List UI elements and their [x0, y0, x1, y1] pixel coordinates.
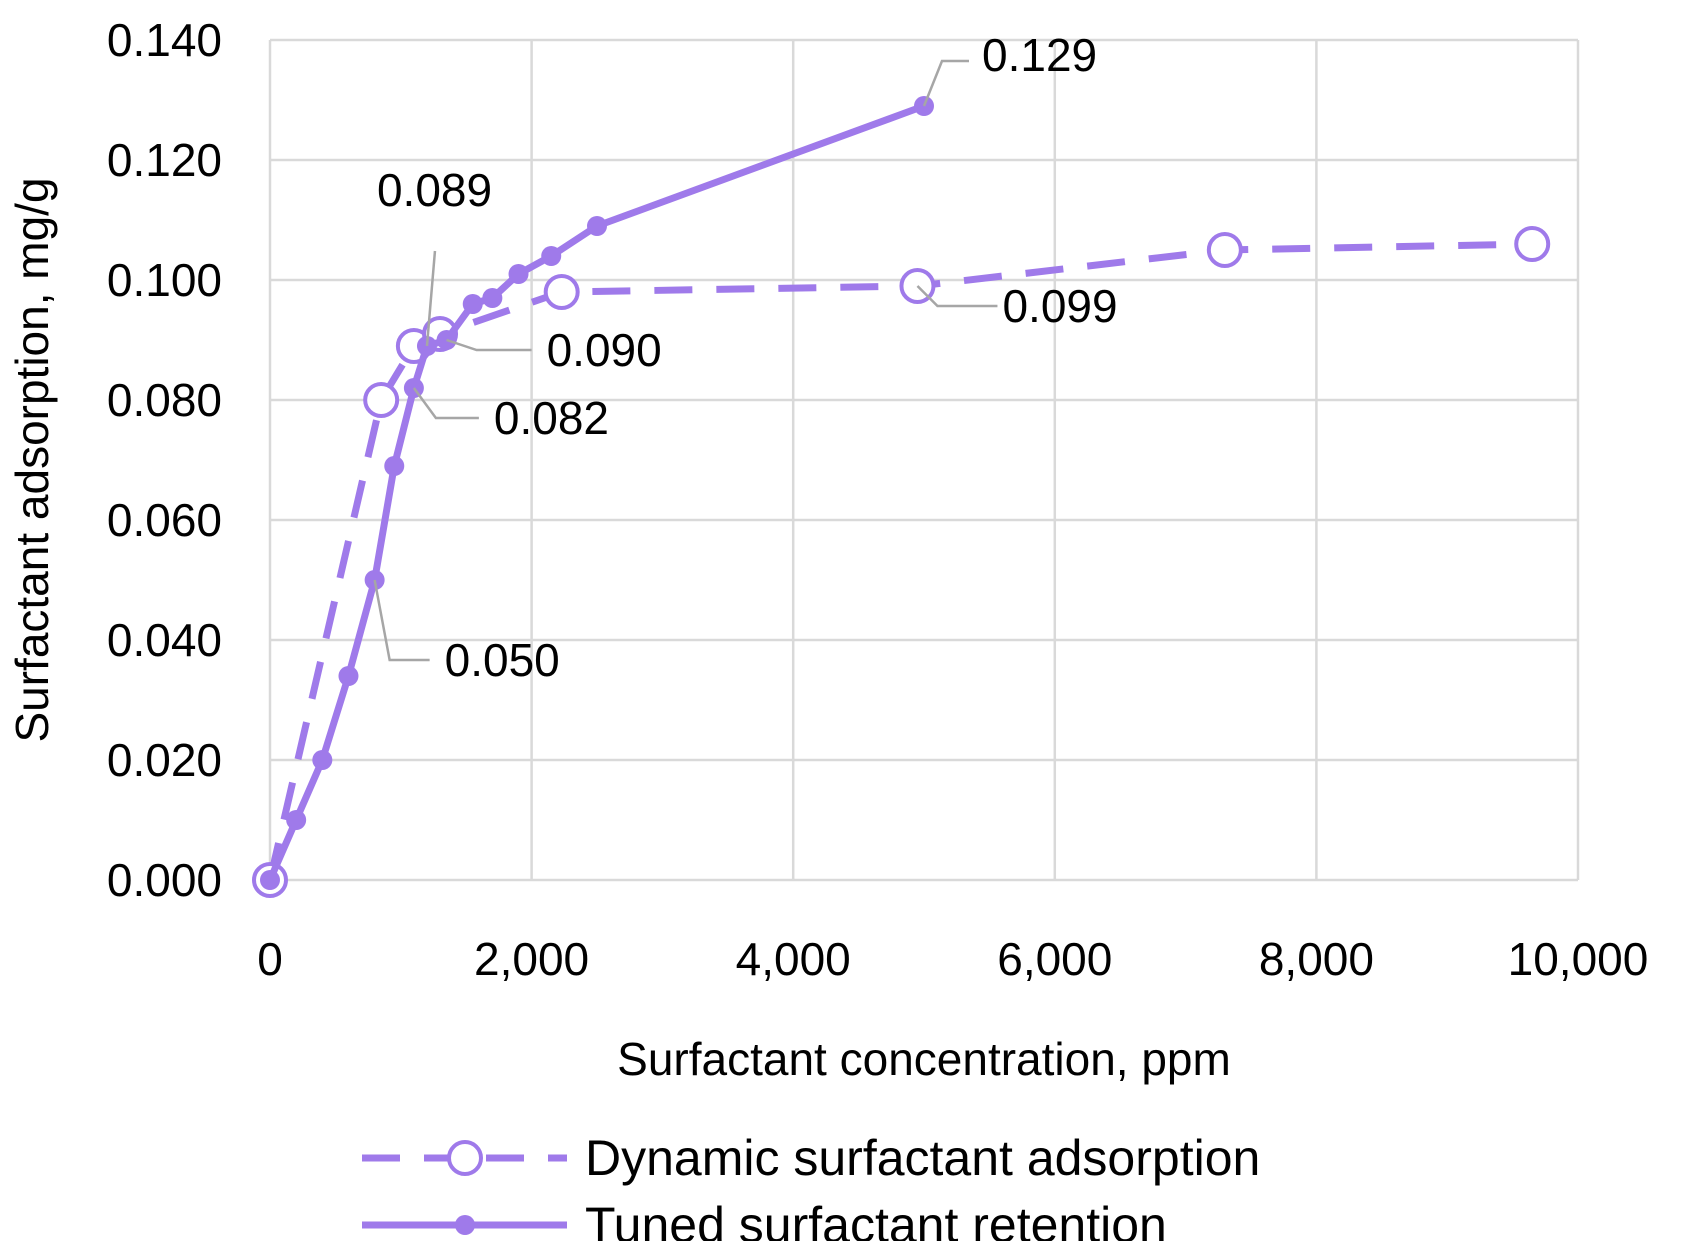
x-tick-label-3: 6,000	[997, 933, 1112, 985]
series-0-point-6	[1206, 232, 1243, 268]
data-label-1: 0.089	[377, 164, 492, 216]
data-label-leader-5	[916, 285, 998, 308]
data-labels: 0.129 0.089 0.090 0.082 0.050 0.099	[373, 29, 1118, 686]
series-1-point-12	[541, 246, 562, 266]
legend-label-1: Tuned surfactant retention	[585, 1197, 1167, 1241]
data-label-5: 0.099	[1002, 280, 1117, 332]
data-label-2: 0.090	[547, 324, 662, 376]
series-0-point-1	[363, 382, 400, 418]
legend: Dynamic surfactant adsorption Tuned surfa…	[362, 1130, 1260, 1241]
series-0-point-4	[543, 274, 580, 310]
data-label-4: 0.050	[445, 634, 560, 686]
series-1-point-3	[338, 666, 359, 686]
y-tick-label-6: 0.120	[107, 134, 222, 186]
y-tick-label-7: 0.140	[107, 14, 222, 66]
data-label-0: 0.129	[982, 29, 1097, 81]
y-tick-label-3: 0.060	[107, 494, 222, 546]
series-1-point-5	[384, 456, 405, 476]
legend-marker-0	[447, 1140, 483, 1176]
y-tick-label-2: 0.040	[107, 614, 222, 666]
y-tick-label-1: 0.020	[107, 734, 222, 786]
x-tick-label-1: 2,000	[474, 933, 589, 985]
y-tick-label-0: 0.000	[107, 854, 222, 906]
x-tick-label-4: 8,000	[1259, 933, 1374, 985]
legend-marker-1	[455, 1215, 475, 1235]
y-tick-label-5: 0.100	[107, 254, 222, 306]
data-label-leader-3	[412, 387, 479, 420]
x-tick-label-2: 4,000	[736, 933, 851, 985]
series-1-point-10	[482, 288, 503, 308]
series-1-point-0	[260, 870, 280, 890]
data-label-3: 0.082	[494, 392, 609, 444]
y-tick-label-4: 0.080	[107, 374, 222, 426]
series-1-point-9	[462, 294, 483, 314]
series-1-point-11	[508, 264, 529, 284]
series-1-point-1	[286, 810, 307, 830]
data-label-leader-1	[425, 250, 437, 347]
x-axis-title: Surfactant concentration, ppm	[617, 1033, 1231, 1085]
data-label-leader-0	[922, 59, 969, 107]
series-line-0	[266, 240, 1533, 881]
y-axis-title: Surfactant adsorption, mg/g	[6, 177, 58, 742]
x-tick-label-0: 0	[257, 933, 283, 985]
x-tick-label-5: 10,000	[1508, 933, 1649, 985]
series-layer	[252, 96, 1551, 898]
series-0-point-7	[1514, 226, 1551, 262]
data-label-leader-2	[446, 338, 532, 352]
legend-label-0: Dynamic surfactant adsorption	[585, 1130, 1260, 1186]
series-1-point-2	[312, 750, 333, 770]
series-1-point-13	[587, 216, 607, 236]
tick-labels: 0.000 0.020 0.040 0.060 0.080 0.100 0.120 0.140…	[107, 14, 1648, 985]
data-label-leader-4	[373, 579, 430, 662]
